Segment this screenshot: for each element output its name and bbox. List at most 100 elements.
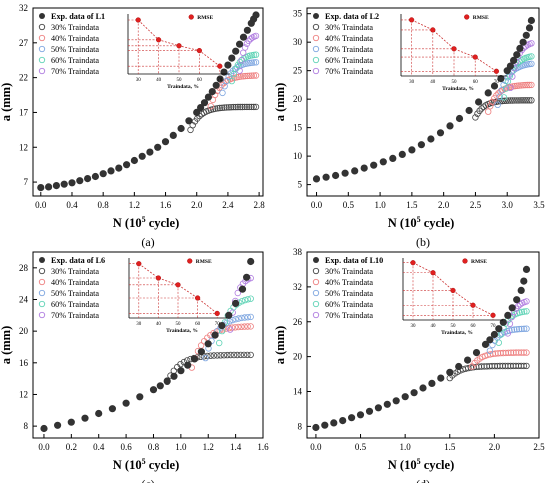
x-tick-label: 0.0 — [38, 442, 50, 452]
legend: Exp. data of L1 30% Traindata 40% Traindat… — [38, 12, 105, 76]
x-tick-label: 0.0 — [35, 200, 47, 210]
experimental-point — [506, 62, 514, 70]
x-tick-label: 0.6 — [120, 442, 132, 452]
inset-rmse-point — [214, 310, 220, 317]
experimental-point — [45, 183, 53, 191]
legend-marker — [312, 289, 320, 297]
legend-entry: 30% Traindata — [51, 23, 99, 32]
prediction-point — [241, 103, 248, 111]
prediction-point — [245, 37, 252, 45]
y-tick-label: 20 — [293, 352, 303, 362]
experimental-point — [252, 11, 260, 19]
experimental-point — [321, 421, 329, 429]
prediction-point — [248, 72, 255, 79]
experimental-point — [177, 367, 185, 375]
legend-entry: Exp. data of L6 — [51, 256, 105, 265]
experimental-point — [146, 148, 154, 156]
legend-marker — [38, 311, 46, 319]
prediction-point — [239, 103, 246, 111]
prediction-point — [472, 114, 479, 121]
plot-frame — [32, 251, 264, 439]
x-axis-label-unit: cycle) — [146, 216, 180, 230]
series-5 — [236, 32, 260, 74]
experimental-point — [204, 93, 212, 101]
legend-entry: 50% Traindata — [51, 289, 99, 298]
prediction-point — [229, 316, 236, 324]
experimental-point — [522, 265, 531, 273]
prediction-point — [241, 323, 248, 330]
inset-x-label: Traindata, % — [442, 86, 474, 92]
legend-marker — [38, 278, 46, 286]
inset-x-label: Traindata, % — [441, 330, 473, 336]
prediction-point — [523, 298, 530, 305]
legend-marker — [313, 257, 319, 263]
prediction-point — [521, 308, 528, 315]
prediction-point — [247, 351, 254, 359]
prediction-point — [231, 324, 239, 331]
prediction-point — [225, 104, 233, 111]
y-tick-label: 26 — [293, 317, 303, 327]
x-axis-label: N (105 cycle) — [113, 457, 179, 472]
prediction-point — [509, 73, 516, 80]
experimental-point — [130, 156, 138, 165]
prediction-point — [528, 97, 535, 104]
legend-marker — [38, 267, 46, 275]
y-tick-label: 7 — [24, 177, 29, 187]
legend-entry: 60% Traindata — [325, 300, 373, 309]
legend-marker — [38, 300, 46, 308]
prediction-point — [234, 289, 241, 297]
prediction-point — [252, 32, 260, 40]
inset-rmse-point — [156, 37, 162, 43]
prediction-point — [236, 103, 244, 111]
inset-rmse-line — [137, 19, 221, 67]
x-tick-label: 0.0 — [310, 442, 322, 452]
inset-rmse-line — [411, 19, 497, 72]
x-tick-label: 2.4 — [222, 200, 234, 210]
experimental-point — [136, 393, 144, 401]
prediction-point — [244, 323, 251, 330]
prediction-point — [478, 105, 485, 112]
experimental-point — [520, 277, 528, 285]
experimental-point — [138, 152, 146, 160]
prediction-point — [239, 73, 247, 80]
x-tick-label: 0.2 — [66, 442, 77, 452]
prediction-point — [216, 104, 223, 112]
legend-entry: 70% Traindata — [51, 67, 99, 76]
experimental-point — [312, 423, 320, 432]
series-1 — [472, 97, 535, 121]
x-axis-label-superscript: 5 — [417, 457, 421, 466]
inset-legend-label: RMSE — [196, 259, 212, 265]
prediction-point — [250, 103, 257, 111]
experimental-point — [204, 340, 212, 348]
experimental-point — [499, 318, 507, 326]
experimental-point — [208, 88, 216, 96]
plot-frame — [306, 7, 540, 197]
experimental-point — [37, 184, 45, 192]
x-axis-label-unit: cycle) — [421, 458, 455, 472]
legend-entry: 50% Traindata — [325, 45, 373, 54]
prediction-point — [226, 326, 234, 333]
legend-marker — [312, 34, 320, 42]
x-tick-label: 0.5 — [355, 442, 367, 452]
prediction-point — [496, 93, 503, 100]
prediction-point — [515, 302, 522, 310]
experimental-point — [99, 170, 107, 178]
x-tick-label: 1.0 — [374, 200, 386, 210]
y-tick-label: 5 — [298, 180, 303, 190]
legend-marker — [39, 13, 45, 19]
inset-x-tick-label: 40 — [431, 324, 437, 329]
prediction-point — [528, 81, 535, 89]
experimental-point — [417, 141, 425, 149]
legend-marker — [312, 278, 320, 286]
prediction-point — [476, 107, 483, 114]
legend-entry: 40% Traindata — [325, 278, 373, 287]
inset-x-tick-label: 70 — [491, 324, 497, 329]
x-tick-label: 2.0 — [489, 442, 501, 452]
prediction-point — [228, 77, 235, 85]
experimental-point — [481, 340, 490, 348]
experimental-point — [356, 411, 365, 419]
prediction-point — [513, 326, 520, 333]
y-tick-label: 8 — [298, 421, 303, 431]
inset-rmse-point — [196, 47, 203, 54]
experimental-point — [332, 171, 340, 180]
